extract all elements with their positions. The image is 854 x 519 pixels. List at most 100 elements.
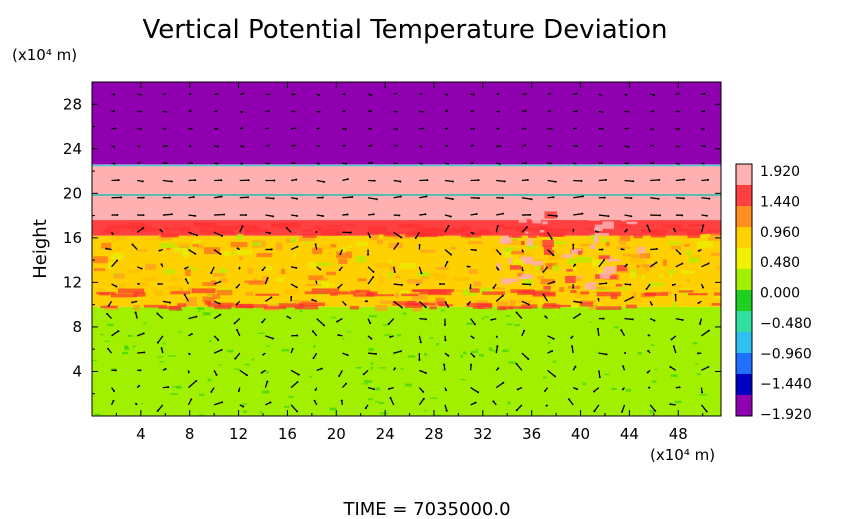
wind-vector-head (545, 404, 548, 407)
field-texture (618, 239, 627, 245)
field-texture (164, 268, 175, 274)
field-texture (405, 383, 412, 387)
wind-vector (367, 197, 377, 200)
field-texture (399, 290, 410, 295)
wind-vector-head (580, 179, 583, 182)
wind-vector-head (290, 296, 293, 299)
wind-vector-head (422, 397, 425, 400)
wind-vector (188, 315, 197, 320)
wind-vector-head (141, 180, 144, 183)
wind-vector-head (261, 269, 264, 272)
field-texture (686, 278, 690, 282)
wind-vector (621, 404, 626, 412)
colorbar-segment (736, 206, 752, 228)
wind-vector-head (678, 110, 681, 113)
wind-vector (162, 213, 172, 216)
wind-vector-head (424, 213, 427, 216)
wind-vector-head (221, 401, 224, 404)
field-texture (302, 229, 313, 232)
wind-vector (210, 266, 215, 274)
wind-vector-head (189, 145, 192, 148)
wind-vector-head (317, 127, 320, 130)
wind-vector (393, 300, 403, 309)
wind-vector-head (502, 212, 505, 215)
wind-vector-head (216, 162, 219, 165)
wind-vector-head (190, 333, 193, 336)
wind-vector-head (707, 329, 710, 332)
field-texture (278, 303, 297, 308)
wind-vector (573, 213, 583, 216)
wind-vector-head (647, 334, 650, 337)
wind-vector (470, 387, 479, 393)
wind-vector (136, 332, 144, 337)
field-texture (306, 283, 322, 287)
colorbar-label: 0.960 (760, 225, 800, 241)
field-texture (275, 302, 281, 306)
wind-vector-head (138, 145, 141, 148)
field-texture (536, 265, 544, 270)
field-texture (584, 282, 597, 290)
wind-vector-head (105, 247, 108, 250)
field-texture (637, 352, 642, 355)
field-texture (162, 342, 166, 345)
wind-vector-head (400, 236, 403, 239)
wind-vector-head (622, 365, 625, 368)
wind-vector-head (170, 213, 173, 216)
wind-vector-head (267, 144, 270, 147)
wind-vector-head (286, 315, 289, 318)
field-texture (584, 227, 593, 231)
wind-vector-head (570, 336, 573, 339)
wind-vector (646, 225, 651, 233)
field-texture (613, 259, 622, 262)
colorbar-label: 1.440 (760, 194, 800, 210)
wind-vector-head (266, 277, 269, 280)
field-texture (230, 241, 248, 248)
field-texture (640, 264, 656, 268)
field-texture (214, 305, 232, 310)
wind-vector-head (626, 162, 629, 165)
field-texture (302, 233, 317, 238)
field-texture (128, 222, 147, 227)
field-texture (507, 278, 519, 282)
wind-vector-head (467, 303, 470, 306)
wind-vector-head (527, 303, 530, 306)
wind-vector-head (170, 180, 173, 183)
field-texture (621, 214, 627, 222)
wind-vector (213, 401, 223, 406)
field-texture (312, 247, 323, 255)
field-texture (262, 390, 270, 394)
field-texture (192, 243, 206, 246)
wind-vector (136, 227, 144, 233)
wind-vector-head (473, 93, 476, 96)
field-texture (599, 272, 612, 279)
field-texture (504, 221, 518, 227)
colorbar-label: −1.920 (760, 407, 812, 423)
wind-vector-head (707, 262, 710, 265)
field-texture (614, 269, 630, 273)
field-texture (136, 249, 147, 252)
field-texture (294, 305, 319, 310)
wind-vector (521, 352, 529, 360)
y-tick-label: 16 (63, 229, 82, 247)
wind-vector-head (697, 301, 700, 304)
field-texture (559, 287, 565, 293)
wind-vector-head (261, 321, 264, 324)
wind-vector-head (318, 93, 321, 96)
wind-vector-head (164, 127, 167, 130)
field-texture (366, 231, 391, 235)
wind-vector (393, 350, 402, 354)
wind-vector (111, 330, 119, 337)
wind-vector-head (221, 234, 224, 237)
field-texture (650, 232, 666, 238)
field-texture (238, 256, 243, 261)
field-texture (667, 241, 681, 245)
field-texture (198, 393, 205, 396)
colorbar-segment (736, 185, 752, 207)
wind-vector-head (395, 128, 398, 131)
wind-vector (470, 318, 476, 325)
wind-vector (132, 244, 138, 250)
field-texture (199, 414, 204, 416)
wind-vector-head (194, 179, 197, 182)
colorbar-segment (736, 269, 752, 291)
field-texture (611, 278, 616, 283)
